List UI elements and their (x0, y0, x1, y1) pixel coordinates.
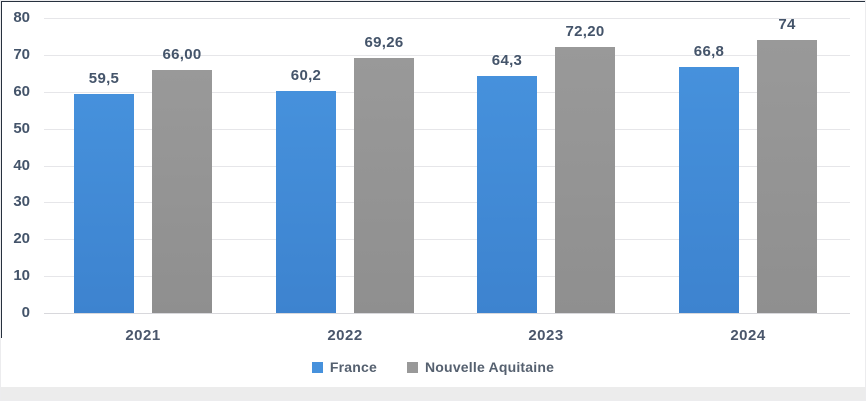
x-axis-label-2021: 2021 (125, 327, 161, 344)
value-label-nouvelle-aquitaine-2021: 66,00 (162, 46, 202, 63)
y-tick-label-80: 80 (13, 9, 30, 26)
y-tick-label-20: 20 (13, 230, 30, 247)
frame-left-border (0, 0, 2, 338)
bar-nouvelle-aquitaine-2023 (555, 47, 615, 313)
bar-nouvelle-aquitaine-2022 (354, 58, 414, 313)
value-label-france-2023: 64,3 (491, 52, 523, 69)
y-tick-label-70: 70 (13, 46, 30, 63)
bar-france-2021 (74, 94, 134, 313)
legend-item-nouvelle-aquitaine: Nouvelle Aquitaine (407, 359, 554, 375)
x-axis-label-2024: 2024 (730, 327, 766, 344)
value-label-france-2021: 59,5 (88, 70, 120, 87)
y-tick-label-10: 10 (13, 267, 30, 284)
bar-france-2024 (679, 67, 739, 313)
gridline-70 (44, 55, 850, 56)
y-tick-label-60: 60 (13, 83, 30, 100)
gridline-10 (44, 276, 850, 277)
legend-swatch-nouvelle-aquitaine (407, 361, 418, 373)
gridline-0 (44, 313, 850, 314)
value-label-france-2024: 66,8 (693, 43, 725, 60)
y-tick-label-50: 50 (13, 120, 30, 137)
x-axis-label-2023: 2023 (528, 327, 564, 344)
legend-swatch-france (311, 361, 323, 373)
gridline-80 (44, 18, 850, 19)
gridline-20 (44, 239, 850, 240)
gridline-30 (44, 202, 850, 203)
y-tick-label-40: 40 (13, 157, 30, 174)
value-label-nouvelle-aquitaine-2024: 74 (778, 16, 796, 33)
bar-nouvelle-aquitaine-2021 (152, 70, 212, 313)
frame-top-border (0, 0, 866, 2)
gridline-50 (44, 129, 850, 130)
bar-france-2023 (477, 76, 537, 313)
page-background-strip (0, 387, 866, 401)
legend-label-nouvelle-aquitaine: Nouvelle Aquitaine (425, 359, 555, 375)
legend-label-france: France (329, 359, 377, 375)
value-label-nouvelle-aquitaine-2023: 72,20 (565, 23, 605, 40)
bar-nouvelle-aquitaine-2024 (757, 40, 817, 313)
legend-item-france: France (311, 359, 377, 375)
gridline-40 (44, 166, 850, 167)
legend: France Nouvelle Aquitaine (0, 357, 866, 377)
bar-france-2022 (276, 91, 336, 313)
value-label-nouvelle-aquitaine-2022: 69,26 (364, 34, 404, 51)
y-tick-label-30: 30 (13, 193, 30, 210)
y-tick-label-0: 0 (21, 304, 30, 321)
gridline-60 (44, 92, 850, 93)
x-axis-label-2022: 2022 (327, 327, 363, 344)
value-label-france-2022: 60,2 (290, 67, 322, 84)
